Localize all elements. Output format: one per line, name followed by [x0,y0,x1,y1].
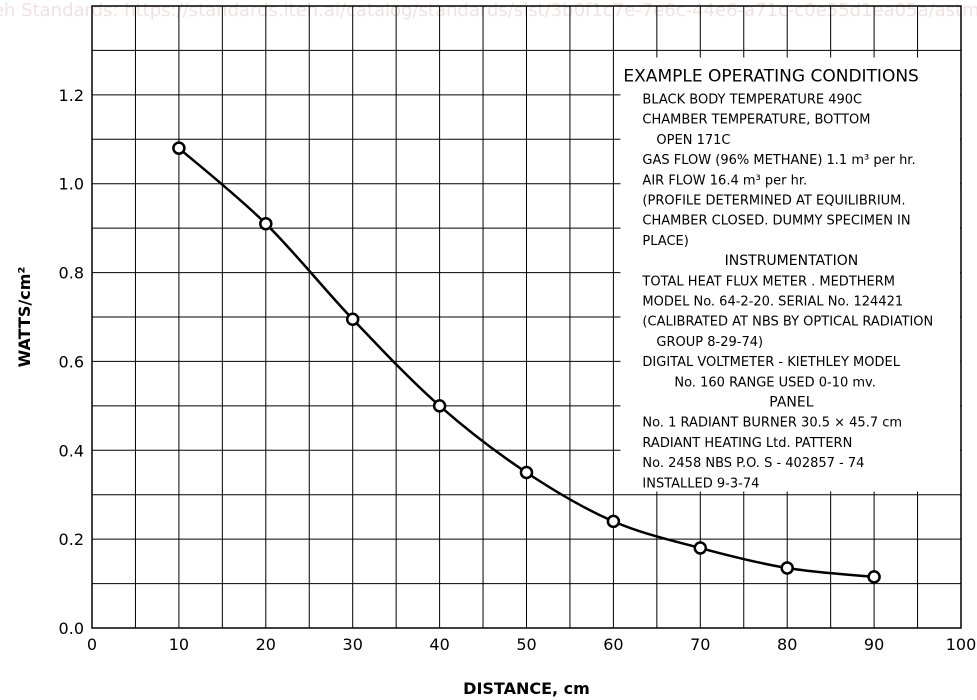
annotation-line: (PROFILE DETERMINED AT EQUILIBRIUM. [642,194,905,209]
y-tick-label: 1.0 [59,175,84,194]
data-point [693,541,708,555]
x-tick-label: 10 [169,635,189,654]
x-tick-label: 20 [256,635,276,654]
annotation-line: No. 160 RANGE USED 0-10 mv. [674,375,875,390]
y-tick-label: 0.4 [59,441,84,460]
annotation-line: PLACE) [642,234,688,249]
x-axis-title: DISTANCE, cm [463,679,590,698]
annotation-line: (CALIBRATED AT NBS BY OPTICAL RADIATION [642,315,933,330]
annotation-line: GAS FLOW (96% METHANE) 1.1 m³ per hr. [642,153,915,168]
y-tick-label: 0.2 [59,530,84,549]
x-tick-label: 0 [87,635,97,654]
x-tick-labels: 0 10 20 30 40 50 60 70 80 90 100 [87,635,976,654]
annotation-line: MODEL No. 64-2-20. SERIAL No. 124421 [642,295,903,310]
annotation-line: INSTRUMENTATION [725,253,859,269]
annotation-line: OPEN 171C [656,133,730,148]
x-tick-label: 30 [343,635,363,654]
y-axis-title: WATTS/cm² [15,267,34,368]
x-tick-label: 50 [516,635,536,654]
annotation-line: RADIANT HEATING Ltd. PATTERN [642,436,852,451]
heat-flux-curve [178,147,875,579]
y-tick-label: 1.2 [59,86,84,105]
data-point [345,312,360,326]
annotation-line: TOTAL HEAT FLUX METER . MEDTHERM [641,274,895,289]
annotation-line: BLACK BODY TEMPERATURE 490C [642,93,862,108]
data-point [867,570,881,584]
x-tick-label: 40 [429,635,449,654]
annotation-line: DIGITAL VOLTMETER - KIETHLEY MODEL [642,355,900,370]
annotation-line: AIR FLOW 16.4 m³ per hr. [642,173,807,188]
annotation-line: No. 1 RADIANT BURNER 30.5 × 45.7 cm [642,416,902,431]
data-point [519,465,534,480]
data-point [172,141,186,155]
x-tick-label: 80 [777,635,797,654]
x-tick-label: 60 [603,635,623,654]
y-tick-label: 0.8 [59,264,84,283]
annotation-box [620,57,960,492]
x-tick-label: 90 [864,635,884,654]
annotation-line: PANEL [769,395,813,411]
annotation-line: CHAMBER TEMPERATURE, BOTTOM [642,113,870,128]
data-point [432,399,447,413]
annotation-line: EXAMPLE OPERATING CONDITIONS [623,67,918,87]
x-tick-label: 70 [690,635,710,654]
data-point [259,216,273,231]
y-tick-label: 0.0 [59,619,84,638]
operating-conditions-annotation: EXAMPLE OPERATING CONDITIONS BLACK BODY T… [623,67,933,492]
y-tick-labels: 0.0 0.2 0.4 0.6 0.8 1.0 1.2 [59,86,84,638]
y-tick-label: 0.6 [59,352,84,371]
x-tick-label: 100 [946,635,977,654]
data-point [606,514,621,529]
annotation-line: INSTALLED 9-3-74 [642,476,759,491]
data-points [172,141,881,584]
annotation-line: GROUP 8-29-74) [656,335,763,350]
data-point [780,561,794,575]
annotation-line: No. 2458 NBS P.O. S - 402857 - 74 [642,456,864,471]
plot-frame [91,5,962,629]
annotation-line: CHAMBER CLOSED. DUMMY SPECIMEN IN [642,214,910,229]
